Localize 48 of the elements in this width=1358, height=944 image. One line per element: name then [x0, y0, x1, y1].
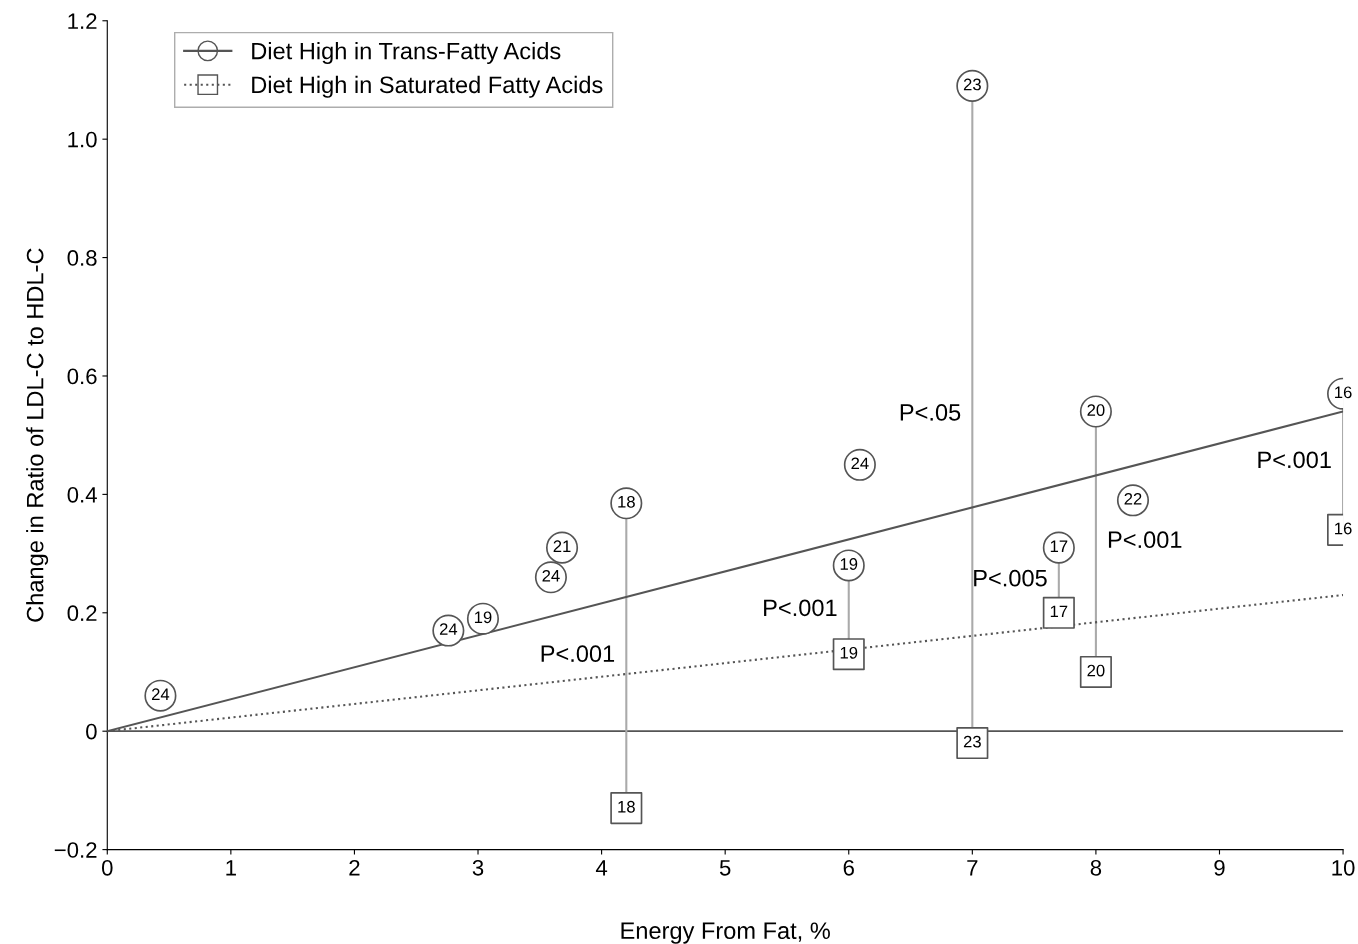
annotation: 20 — [1087, 664, 1105, 677]
x-tick-label: 6 — [843, 859, 854, 876]
y-axis-title: Change in Ratio of LDL-C to HDL-C — [26, 248, 49, 622]
annotation: P<.001 — [1258, 451, 1331, 469]
x-tick-label: 9 — [1214, 859, 1225, 876]
annotation: P<.05 — [900, 404, 961, 421]
annotation: 19 — [840, 558, 858, 570]
annotation: 16 — [1335, 386, 1352, 399]
legend-label: Diet High in Saturated Fatty Acids — [252, 75, 603, 98]
annotation: 24 — [542, 569, 560, 582]
x-tick-label: 3 — [472, 859, 484, 876]
y-tick-label: 1.2 — [68, 13, 97, 29]
annotation: 20 — [1087, 404, 1105, 416]
x-tick-label: 0 — [101, 859, 113, 876]
x-axis-title: Energy From Fat, % — [621, 922, 830, 944]
annotation: 19 — [474, 611, 492, 624]
annotation: 17 — [1050, 605, 1068, 618]
annotation: 24 — [851, 457, 869, 470]
y-tick-label: 0.8 — [67, 250, 97, 266]
annotation: 16 — [1335, 522, 1352, 535]
y-tick-label: 0.2 — [67, 605, 97, 622]
x-tick-label: 1 — [226, 860, 236, 876]
annotation: 17 — [1050, 540, 1068, 552]
annotation: 23 — [963, 78, 981, 91]
annotation: 23 — [963, 735, 981, 748]
annotation: 18 — [618, 495, 635, 508]
annotation: P<.001 — [764, 599, 837, 617]
x-tick-label: 8 — [1090, 859, 1102, 876]
y-tick-label: 0.6 — [67, 368, 97, 385]
x-tick-label: 5 — [719, 860, 731, 876]
annotation: P<.001 — [1108, 531, 1182, 549]
annotation: P<.005 — [974, 569, 1047, 587]
y-tick-label: −0.2 — [54, 842, 97, 858]
x-tick-label: 10 — [1332, 859, 1355, 876]
annotation: 19 — [840, 646, 858, 659]
annotation: 24 — [439, 623, 458, 635]
annotation: 18 — [618, 800, 635, 813]
annotation: 21 — [553, 540, 571, 552]
annotation: P<.001 — [541, 645, 615, 663]
legend-label: Diet High in Trans-Fatty Acids — [252, 42, 561, 65]
x-tick-label: 7 — [967, 860, 978, 876]
x-tick-label: 4 — [595, 860, 608, 876]
y-tick-label: 0 — [86, 723, 97, 740]
y-tick-label: 1.0 — [68, 131, 97, 148]
y-tick-label: 0.4 — [67, 486, 97, 503]
x-tick-label: 2 — [349, 859, 360, 876]
annotation: 24 — [151, 688, 170, 700]
annotation: 22 — [1124, 492, 1142, 505]
